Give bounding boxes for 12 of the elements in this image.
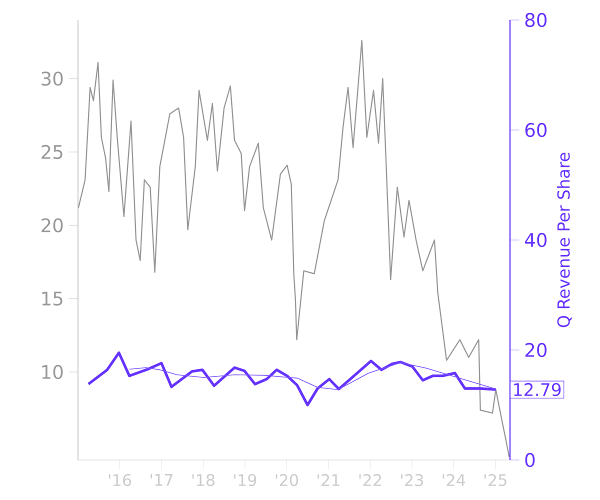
y2-tick-label: 40: [524, 232, 547, 248]
y-tick-label: 20: [42, 218, 63, 232]
text: 12.79: [514, 383, 561, 396]
y2-tick-label: 60: [525, 122, 547, 138]
y-tick-label: 10: [42, 364, 63, 380]
y2-tick-label: 20: [525, 342, 547, 358]
y-tick-label: 15: [42, 292, 62, 306]
y2-tick-label: 80: [525, 12, 547, 28]
y-tick-label: 25: [42, 144, 62, 160]
y-tick-label: 30: [42, 72, 63, 86]
y2-tick-label: 0: [525, 452, 535, 468]
y2-axis-title: Q Revenue Per Share: [556, 152, 572, 328]
